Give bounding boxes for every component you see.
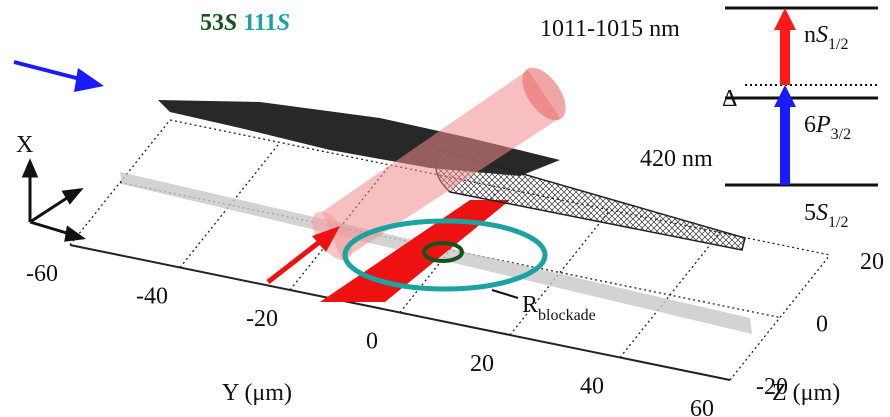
transition-arrow	[774, 85, 796, 185]
beam-arrow	[268, 240, 322, 282]
transition-label: 420 nm	[640, 146, 713, 172]
arrow-shaft	[780, 28, 790, 85]
y-tick-label: 60	[690, 396, 714, 417]
letter: S	[277, 10, 290, 36]
state-label: 5S1/2	[804, 200, 848, 231]
label-sub: blockade	[538, 307, 596, 324]
letter: S	[816, 22, 828, 48]
arrowhead	[24, 162, 36, 176]
y-axis-label: Y (μm)	[222, 380, 292, 406]
sub: 1/2	[828, 214, 848, 231]
y-tick-label: 20	[470, 351, 494, 377]
species-label: 53S	[200, 10, 237, 36]
species-label: 111S	[243, 10, 290, 36]
arrow-head	[774, 8, 796, 30]
y-tick-label: -40	[136, 284, 168, 310]
arrowhead	[64, 190, 80, 202]
y-tick-label: -60	[26, 261, 58, 287]
letter: S	[816, 200, 828, 226]
light-arrowhead	[74, 68, 104, 92]
transition-label: 1011-1015 nm	[540, 16, 680, 42]
figure: Rblockade X Y (μm) Z (μm) 53S 111S 1011-…	[0, 0, 890, 417]
label-main: R	[522, 292, 538, 318]
state-label: 6P3/2	[804, 112, 851, 143]
x-axis-label: X	[16, 132, 33, 158]
y-tick-label: -20	[246, 306, 278, 332]
z-tick-label: -20	[756, 374, 788, 400]
arrow-shaft	[780, 105, 790, 185]
prefix: 5	[804, 200, 816, 226]
transition-arrow	[774, 8, 796, 85]
prefix: n	[804, 22, 816, 48]
sub: 3/2	[831, 126, 851, 143]
detuning-label: Δ	[722, 86, 737, 112]
number: 53	[200, 10, 224, 36]
pointer-line	[492, 290, 518, 298]
coordinate-axes	[24, 162, 82, 240]
prefix: 6	[804, 112, 816, 138]
letter: S	[224, 10, 237, 36]
axis-arrow	[30, 222, 70, 234]
arrow-head	[774, 85, 796, 107]
sub: 1/2	[828, 36, 848, 53]
axis-arrow	[30, 196, 70, 222]
species-labels: 53S 111S	[200, 10, 290, 36]
y-tick-label: 0	[366, 329, 378, 355]
state-label: nS1/2	[804, 22, 848, 53]
light-arrow	[14, 62, 84, 80]
blockade-label: Rblockade	[522, 292, 596, 324]
y-tick-label: 40	[580, 374, 604, 400]
arrowhead	[66, 228, 82, 240]
number: 111	[243, 10, 276, 36]
z-tick-label: 0	[816, 312, 828, 338]
letter: P	[815, 112, 831, 138]
z-tick-label: 20	[860, 249, 884, 275]
